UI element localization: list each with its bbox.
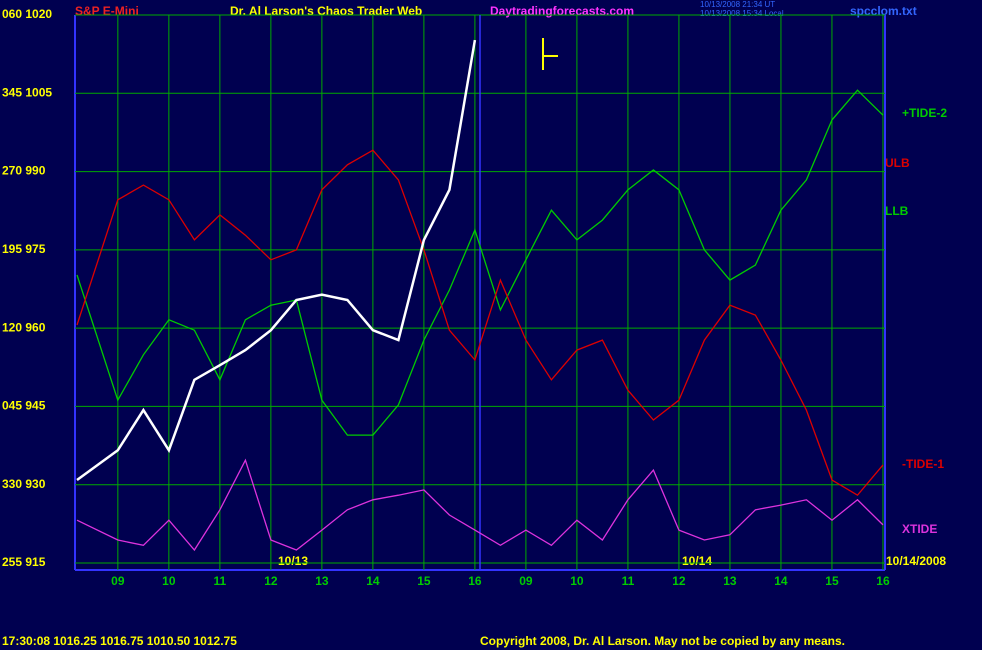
site: Daytradingforecasts.com	[490, 4, 634, 18]
y-tick-label: 270 990	[2, 164, 46, 178]
y-tick-label: 045 945	[2, 399, 46, 413]
y-tick-label: 330 930	[2, 477, 46, 491]
x-tick-label: 09	[111, 574, 125, 588]
legend-entry: -TIDE-1	[902, 457, 944, 471]
x-tick-label: 11	[214, 574, 227, 588]
x-tick-label: 13	[723, 574, 737, 588]
line	[76, 39, 477, 482]
annotation: LLB	[885, 204, 909, 218]
line	[76, 149, 884, 497]
x-tick-label: 12	[264, 574, 278, 588]
y-tick-label: 195 975	[2, 242, 46, 256]
x-tick-label: 13	[315, 574, 329, 588]
y-tick-label: 060 1020	[2, 7, 52, 21]
y-tick-label: 345 1005	[2, 85, 52, 99]
x-tick-label: 09	[519, 574, 533, 588]
x-tick-label: 14	[774, 574, 788, 588]
x-tick-label: 16	[876, 574, 890, 588]
x-tick-label: 11	[622, 574, 635, 588]
marker	[542, 38, 558, 70]
status: 17:30:08 1016.25 1016.75 1010.50 1012.75	[2, 634, 237, 648]
timestamp: 10/13/2008 15:34 Local	[700, 9, 784, 18]
x-tick-label: 16	[468, 574, 482, 588]
timestamp: 10/13/2008 21:34 UT	[700, 0, 775, 9]
line	[76, 89, 884, 436]
line	[76, 458, 884, 552]
date-label: 10/14	[682, 554, 712, 568]
copyright: Copyright 2008, Dr. Al Larson. May not b…	[480, 634, 845, 648]
x-tick-label: 12	[672, 574, 686, 588]
y-tick-label: 120 960	[2, 320, 46, 334]
chart-title: Dr. Al Larson's Chaos Trader Web	[230, 4, 422, 18]
x-tick-label: 15	[825, 574, 839, 588]
x-tick-label: 15	[417, 574, 431, 588]
legend-entry: XTIDE	[902, 522, 937, 536]
symbol: S&P E-Mini	[75, 4, 139, 18]
y-tick-label: 255 915	[2, 555, 46, 569]
date-label: 10/14/2008	[886, 554, 946, 568]
x-tick-label: 10	[570, 574, 584, 588]
x-tick-label: 14	[366, 574, 380, 588]
legend-entry: +TIDE-2	[902, 106, 947, 120]
x-tick-label: 10	[162, 574, 176, 588]
date-label: 10/13	[278, 554, 308, 568]
annotation: ULB	[885, 156, 910, 170]
